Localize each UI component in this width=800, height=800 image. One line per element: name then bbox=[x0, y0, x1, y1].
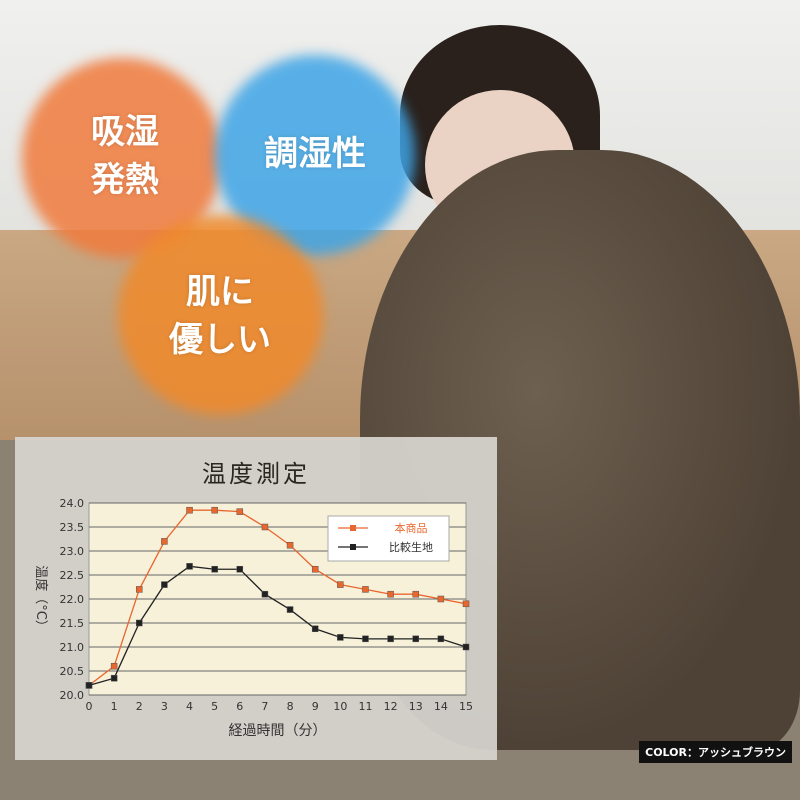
data-point bbox=[286, 541, 294, 549]
data-point bbox=[236, 565, 244, 573]
chart-panel: 温度測定 20.0 20.5 21.0 21.5 22.0 22.5 23.0 23.5 24.… bbox=[15, 437, 497, 760]
data-point bbox=[311, 625, 319, 633]
data-point bbox=[387, 590, 394, 598]
x-tick-label: 13 bbox=[409, 700, 423, 713]
data-point bbox=[110, 662, 118, 670]
y-tick-label: 21.5 bbox=[60, 617, 85, 630]
x-axis-label: 経過時間（分） bbox=[229, 723, 327, 739]
data-point bbox=[311, 565, 319, 573]
legend-marker-0 bbox=[350, 525, 356, 531]
y-tick-label: 20.5 bbox=[60, 665, 85, 678]
y-tick-label: 23.5 bbox=[60, 521, 85, 534]
data-point bbox=[337, 634, 344, 641]
data-point bbox=[236, 508, 244, 515]
data-point bbox=[136, 619, 143, 627]
data-point bbox=[437, 595, 445, 603]
x-tick-label: 7 bbox=[261, 700, 268, 713]
x-tick-label: 12 bbox=[384, 700, 398, 713]
temperature-chart: 20.020.521.021.522.022.523.023.524.00 1 2 3… bbox=[33, 497, 473, 739]
x-tick-label: 11 bbox=[358, 700, 372, 713]
y-tick-label: 20.0 bbox=[60, 689, 85, 702]
legend-label-0: 本商品 bbox=[395, 521, 428, 535]
y-axis-label: 温度（°C） bbox=[33, 565, 49, 633]
data-point bbox=[161, 581, 168, 588]
data-point bbox=[362, 635, 369, 643]
data-point bbox=[412, 590, 419, 598]
data-point bbox=[211, 565, 218, 573]
badge-text-humidity: 調湿性 bbox=[264, 134, 366, 174]
data-point bbox=[211, 506, 218, 514]
data-point bbox=[261, 590, 269, 598]
y-tick-label: 23.0 bbox=[60, 545, 85, 558]
x-tick-label: 15 bbox=[459, 700, 473, 713]
x-tick-label: 0 bbox=[86, 700, 93, 713]
legend-label-1: 比較生地 bbox=[389, 540, 433, 554]
x-tick-label: 6 bbox=[236, 700, 243, 713]
y-tick-label: 22.5 bbox=[60, 569, 85, 582]
data-point bbox=[110, 674, 118, 682]
data-point bbox=[161, 538, 168, 545]
chart-title: 温度測定 bbox=[202, 460, 310, 488]
y-tick-label: 22.0 bbox=[60, 593, 85, 606]
x-tick-label: 3 bbox=[161, 700, 168, 713]
badge-text-skin: 肌に 優しい bbox=[169, 272, 271, 360]
x-tick-label: 2 bbox=[136, 700, 143, 713]
data-point bbox=[412, 635, 419, 643]
x-tick-label: 9 bbox=[312, 700, 319, 713]
badge-circle-skin bbox=[118, 215, 323, 415]
data-point bbox=[136, 586, 143, 593]
data-point bbox=[261, 523, 269, 531]
series-line-0 bbox=[88, 509, 467, 686]
y-tick-label: 24.0 bbox=[60, 497, 85, 510]
x-tick-label: 1 bbox=[111, 700, 118, 713]
x-tick-label: 8 bbox=[287, 700, 294, 713]
data-point bbox=[286, 606, 294, 613]
series-line-1 bbox=[88, 565, 467, 687]
data-point bbox=[85, 682, 93, 689]
data-point bbox=[337, 581, 344, 588]
y-tick-label: 21.0 bbox=[60, 641, 85, 654]
data-point bbox=[362, 586, 369, 593]
x-tick-label: 10 bbox=[333, 700, 347, 713]
data-point bbox=[186, 506, 193, 514]
color-label: COLOR：アッシュブラウン bbox=[639, 741, 792, 763]
x-tick-label: 14 bbox=[434, 700, 448, 713]
data-point bbox=[387, 635, 394, 643]
legend-box bbox=[327, 515, 450, 562]
x-tick-label: 5 bbox=[211, 700, 218, 713]
data-point bbox=[462, 643, 470, 651]
legend-marker-1 bbox=[350, 544, 356, 550]
data-point bbox=[462, 600, 470, 608]
x-tick-label: 4 bbox=[186, 700, 193, 713]
data-point bbox=[186, 563, 193, 570]
data-point bbox=[437, 635, 445, 643]
badge-text-moisture-heat: 吸湿 発熱 bbox=[91, 112, 159, 200]
